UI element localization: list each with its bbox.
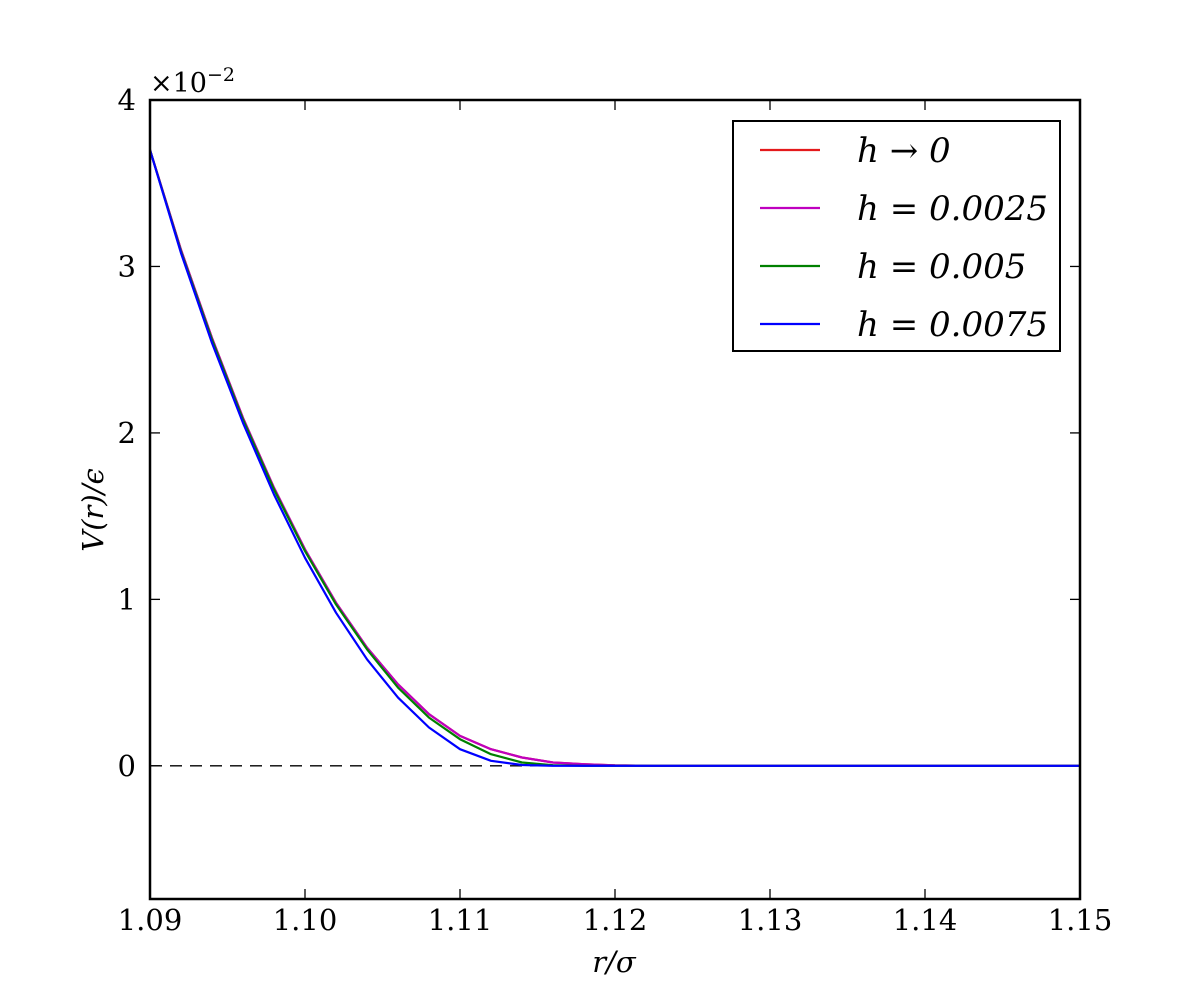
series-line-3: [148, 149, 1080, 767]
plot-frame: [148, 98, 1082, 901]
y-axis-multiplier: ×10−2: [150, 64, 235, 99]
x-axis-label: r/σ: [592, 945, 637, 979]
tick-labels-layer: 1.09 1.10 1.11 1.12 1.13 1.14 1.15 0 1 2 3 4: [118, 83, 1113, 937]
y-tick-label: 0: [118, 749, 136, 783]
x-tick-label: 1.15: [1048, 903, 1113, 937]
x-tick-label: 1.10: [273, 903, 338, 937]
x-tick-label: 1.12: [583, 903, 648, 937]
y-multiplier-base: ×10: [150, 68, 207, 99]
legend-label-1: h = 0.0025: [857, 189, 1048, 229]
x-tick-label: 1.11: [428, 903, 493, 937]
legend-label-3: h = 0.0075: [857, 305, 1048, 345]
y-axis-label: V(r)/ϵ: [76, 468, 110, 551]
y-multiplier-exponent: −2: [207, 64, 235, 86]
y-tick-label: 3: [118, 249, 136, 283]
x-tick-label: 1.09: [118, 903, 183, 937]
legend: h → 0 h = 0.0025 h = 0.005 h = 0.0075: [732, 120, 1061, 352]
legend-entries: h → 0 h = 0.0025 h = 0.005 h = 0.0075: [760, 131, 1048, 345]
legend-label-0: h → 0: [857, 131, 951, 171]
y-tick-label: 2: [118, 416, 136, 450]
legend-box: [732, 120, 1061, 352]
y-tick-label: 1: [118, 582, 136, 616]
y-tick-label: 4: [118, 83, 136, 117]
x-tick-label: 1.14: [893, 903, 958, 937]
x-tick-label: 1.13: [738, 903, 803, 937]
series-layer: [148, 149, 1080, 767]
legend-label-2: h = 0.005: [857, 247, 1026, 287]
